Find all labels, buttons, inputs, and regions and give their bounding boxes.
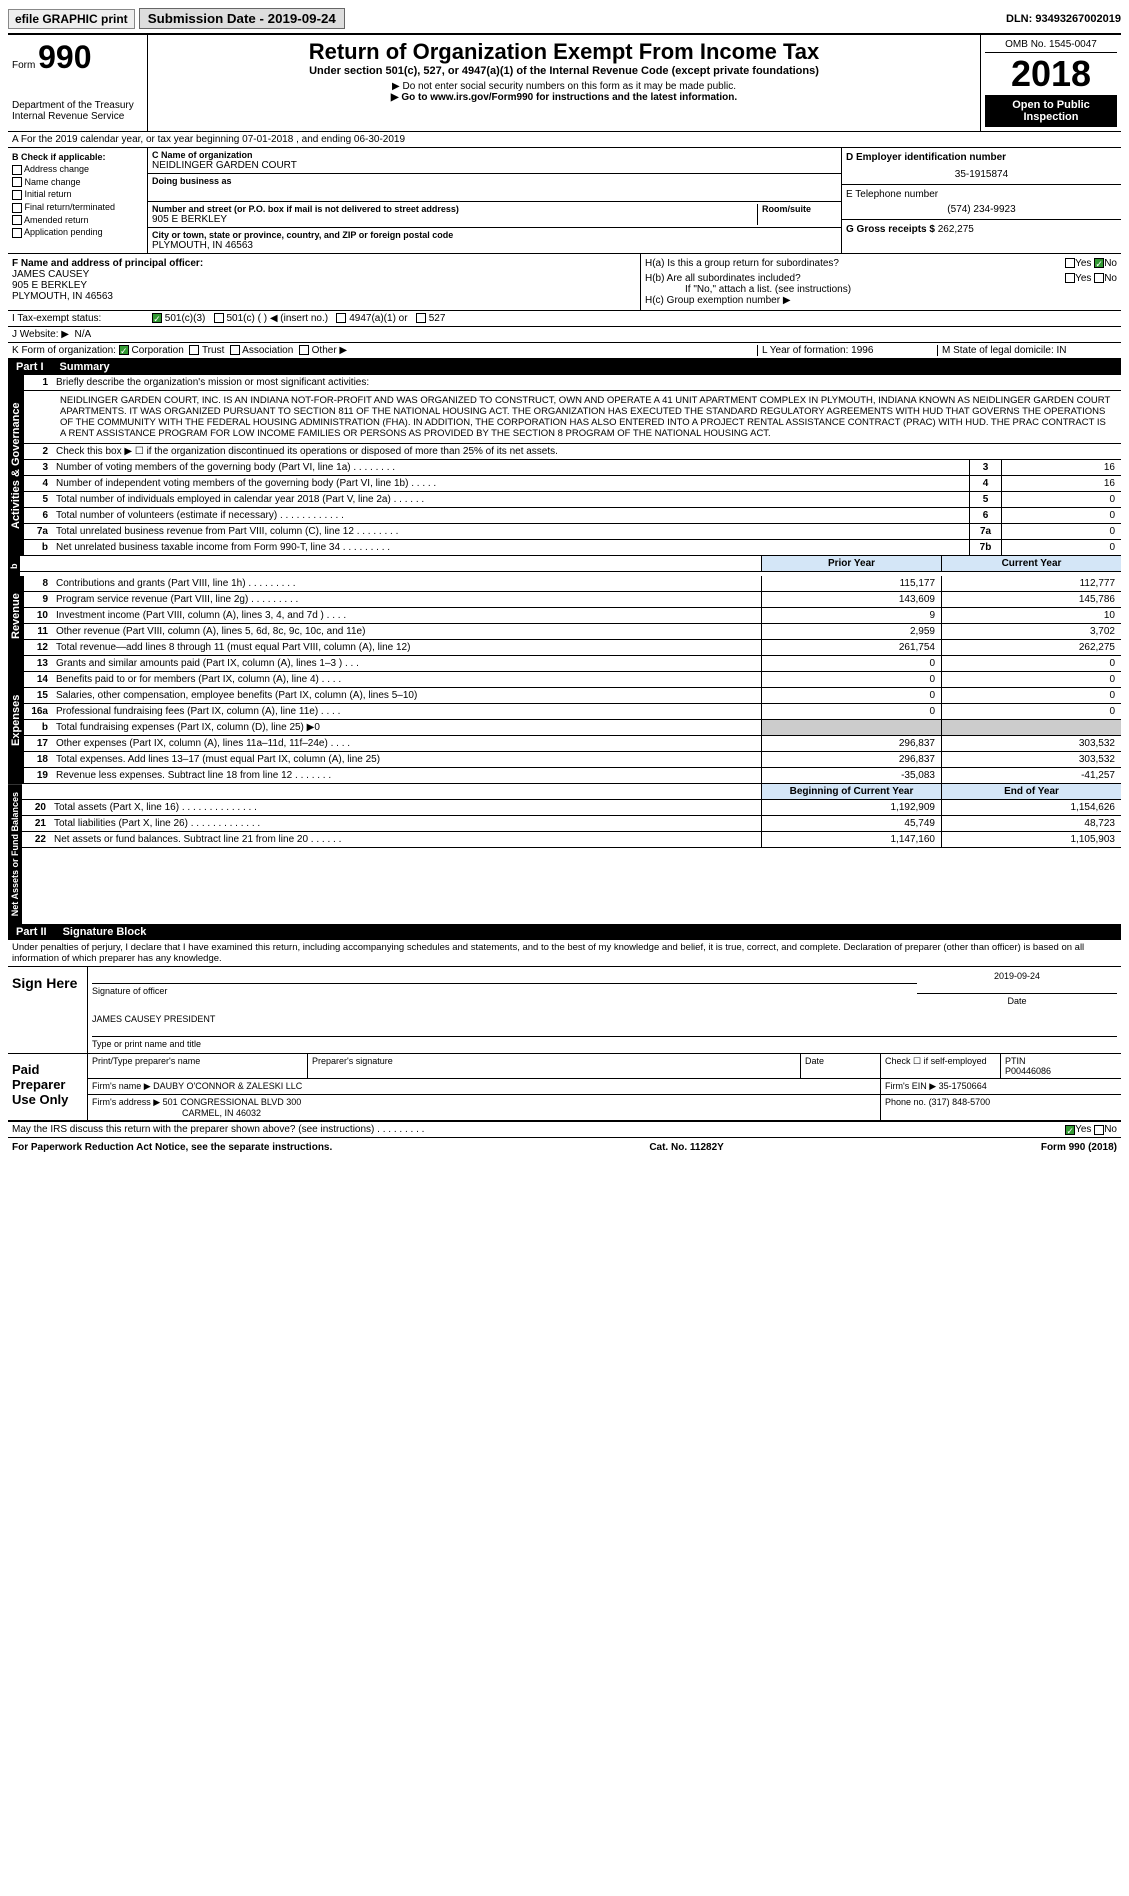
tax-period: A For the 2019 calendar year, or tax yea… (8, 132, 1121, 148)
mission-text: NEIDLINGER GARDEN COURT, INC. IS AN INDI… (24, 391, 1121, 444)
vtab-activities: Activities & Governance (8, 375, 24, 556)
submission-date-button[interactable]: Submission Date - 2019-09-24 (139, 8, 345, 29)
hb-note: If "No," attach a list. (see instruction… (685, 284, 1117, 295)
vtab-revenue: Revenue (8, 576, 24, 656)
room-label: Room/suite (762, 204, 837, 214)
firm-ein: 35-1750664 (939, 1081, 987, 1091)
dept-treasury: Department of the Treasury Internal Reve… (12, 100, 143, 122)
check-applicable: B Check if applicable: Address change Na… (8, 148, 148, 253)
form-title: Return of Organization Exempt From Incom… (152, 39, 976, 65)
state-domicile: IN (1057, 345, 1067, 356)
footer: For Paperwork Reduction Act Notice, see … (8, 1138, 1121, 1157)
officer-addr2: PLYMOUTH, IN 46563 (12, 291, 636, 302)
tax-status-label: I Tax-exempt status: (12, 313, 152, 324)
firm-phone: (317) 848-5700 (929, 1097, 991, 1107)
dba-label: Doing business as (152, 176, 837, 186)
dln-number: DLN: 93493267002019 (1006, 13, 1121, 25)
efile-label: efile GRAPHIC print (8, 9, 135, 29)
city-label: City or town, state or province, country… (152, 230, 837, 240)
officer-signed: JAMES CAUSEY PRESIDENT (92, 1014, 1117, 1024)
form-subtitle: Under section 501(c), 527, or 4947(a)(1)… (152, 65, 976, 77)
hc-label: H(c) Group exemption number ▶ (645, 295, 1117, 306)
vtab-netassets: Net Assets or Fund Balances (8, 784, 22, 924)
discuss-text: May the IRS discuss this return with the… (12, 1124, 1065, 1135)
ha-label: H(a) Is this a group return for subordin… (645, 258, 839, 269)
ein-value: 35-1915874 (846, 169, 1117, 180)
firm-name: DAUBY O'CONNOR & ZALESKI LLC (153, 1081, 302, 1091)
org-name-label: C Name of organization (152, 150, 837, 160)
year-formation: 1996 (851, 345, 873, 356)
ssn-note: ▶ Do not enter social security numbers o… (152, 81, 976, 92)
ein-label: D Employer identification number (846, 152, 1117, 163)
vtab-expenses: Expenses (8, 656, 24, 784)
tax-year: 2018 (985, 53, 1117, 95)
org-name: NEIDLINGER GARDEN COURT (152, 160, 837, 171)
part2-header: Part IISignature Block (8, 924, 1121, 940)
part1-header: Part ISummary (8, 359, 1121, 375)
prior-year-hdr: Prior Year (761, 556, 941, 571)
public-inspection: Open to Public Inspection (985, 95, 1117, 127)
instructions-link[interactable]: ▶ Go to www.irs.gov/Form990 for instruct… (152, 92, 976, 103)
date-label: Date (917, 993, 1117, 1006)
type-name-label: Type or print name and title (92, 1036, 1117, 1049)
officer-addr1: 905 E BERKLEY (12, 280, 636, 291)
gross-label: G Gross receipts $ (846, 224, 935, 235)
officer-name: JAMES CAUSEY (12, 269, 636, 280)
penalty-text: Under penalties of perjury, I declare th… (8, 940, 1121, 967)
form-label: Form (12, 60, 35, 71)
sig-date: 2019-09-24 (917, 971, 1117, 981)
topbar: efile GRAPHIC print Submission Date - 20… (8, 8, 1121, 35)
sig-officer-label: Signature of officer (92, 983, 917, 996)
phone-value: (574) 234-9923 (846, 204, 1117, 215)
officer-label: F Name and address of principal officer: (12, 258, 636, 269)
firm-addr: 501 CONGRESSIONAL BLVD 300 (163, 1097, 302, 1107)
city-state-zip: PLYMOUTH, IN 46563 (152, 240, 837, 251)
form-org-label: K Form of organization: (12, 345, 116, 356)
omb-number: OMB No. 1545-0047 (985, 39, 1117, 53)
addr-label: Number and street (or P.O. box if mail i… (152, 204, 757, 214)
website-value: N/A (75, 329, 92, 340)
ptin-value: P00446086 (1005, 1066, 1051, 1076)
street-address: 905 E BERKLEY (152, 214, 757, 225)
sign-here-label: Sign Here (8, 967, 88, 1053)
form-number: 990 (38, 39, 91, 75)
phone-label: E Telephone number (846, 189, 1117, 200)
hb-label: H(b) Are all subordinates included? (645, 273, 801, 284)
website-label: J Website: ▶ (12, 329, 69, 340)
boy-hdr: Beginning of Current Year (761, 784, 941, 799)
current-year-hdr: Current Year (941, 556, 1121, 571)
eoy-hdr: End of Year (941, 784, 1121, 799)
paid-preparer-label: Paid Preparer Use Only (8, 1054, 88, 1120)
gross-receipts: 262,275 (938, 224, 974, 235)
firm-city: CARMEL, IN 46032 (182, 1108, 261, 1118)
form-header: Form 990 Department of the Treasury Inte… (8, 35, 1121, 132)
